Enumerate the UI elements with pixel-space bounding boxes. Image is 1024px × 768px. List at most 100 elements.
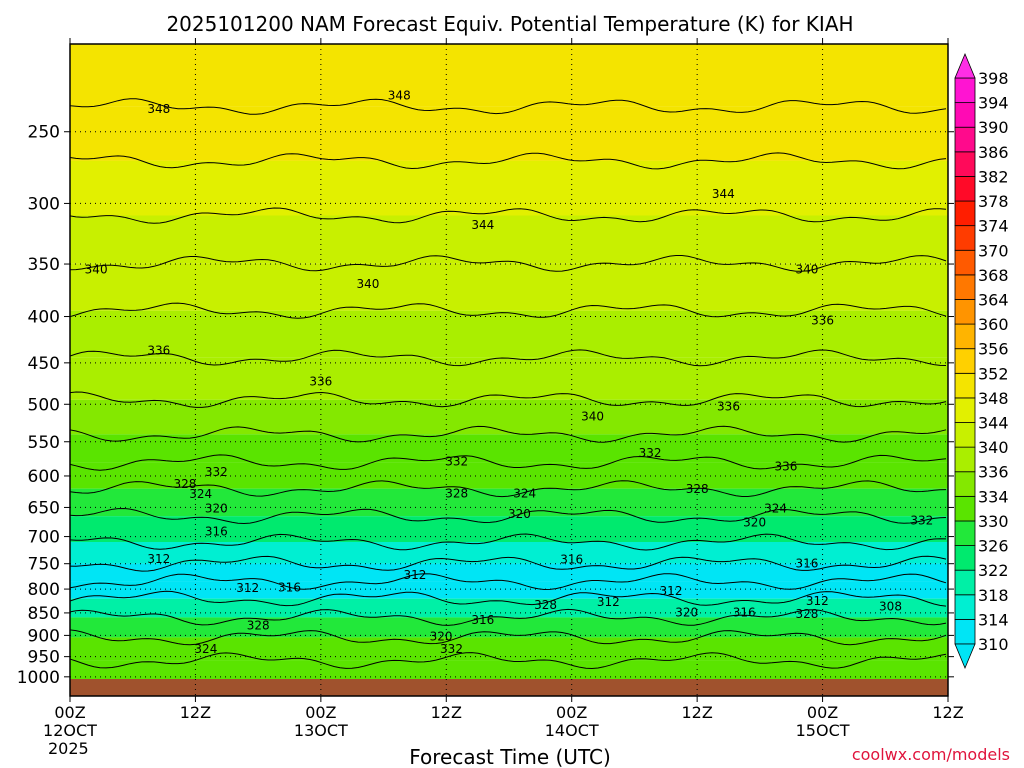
y-tick-label: 250 [28,123,60,143]
colorbar-segment [954,422,976,448]
theta-e-band [70,160,948,216]
colorbar-tick-label: 336 [978,463,1009,482]
contour-label: 336 [147,343,170,357]
y-tick-label: 450 [28,354,60,374]
contour-label: 324 [194,642,217,656]
contour-label: 324 [189,487,212,501]
contour-label: 328 [795,607,818,621]
colorbar-segment [954,520,976,546]
colorbar-segment [954,299,976,325]
colorbar-tick-label: 318 [978,586,1009,605]
chart-title: 2025101200 NAM Forecast Equiv. Potential… [166,12,853,36]
colorbar-tick-label: 390 [978,118,1009,137]
x-tick-date-label: 13OCT [294,721,348,740]
colorbar-segment [954,545,976,571]
colorbar-segment [954,618,976,645]
y-tick-label: 500 [28,395,60,415]
colorbar-segment [954,495,976,522]
contour-label: 336 [309,375,332,389]
theta-e-band [70,563,948,582]
theta-e-band [70,106,948,161]
colorbar-tick-label: 370 [978,241,1009,260]
contour-label: 324 [764,502,787,516]
x-tick-label: 00Z [807,703,838,722]
contour-line [70,255,947,272]
colorbar-tick-label: 360 [978,315,1009,334]
contour-label: 332 [205,465,228,479]
x-tick-label: 12Z [180,703,211,722]
contour-line [70,207,947,224]
colorbar-tick-label: 330 [978,512,1009,531]
contour-label: 316 [733,605,756,619]
colorbar-segment [954,249,976,276]
colorbar-segment [954,569,976,596]
colorbar-tick-label: 374 [978,217,1009,236]
contour-label: 340 [795,263,818,277]
y-tick-label: 850 [28,604,60,624]
contour-label: 332 [910,514,933,528]
colorbar-tick-label: 334 [978,487,1009,506]
colorbar-tick-label: 352 [978,364,1009,383]
contour-label: 332 [445,454,468,468]
x-tick-date-label: 12OCT [43,721,97,740]
colorbar-segment [954,372,976,399]
contour-label: 336 [775,460,798,474]
x-tick-label: 12Z [681,703,712,722]
contour-label: 340 [85,263,108,277]
colorbar: 310 314 318 322 326 330 334 336 340 344 348 352 356 3… [954,52,1009,670]
contour-label: 308 [879,599,902,613]
contour-label: 348 [147,102,170,116]
y-tick-label: 950 [28,648,60,668]
contour-line [70,302,947,319]
theta-e-band [70,399,948,435]
colorbar-segment [954,274,976,300]
contour-line [70,555,947,572]
contour-lines [70,98,947,670]
y-tick-label: 700 [28,528,60,548]
colorbar-max-arrow [954,52,976,79]
colorbar-tick-label: 344 [978,414,1009,433]
y-tick-label: 750 [28,555,60,575]
x-tick-label: 00Z [556,703,587,722]
colorbar-tick-label: 378 [978,192,1009,211]
colorbar-segment [954,594,976,620]
y-tick-label: 800 [28,580,60,600]
contour-label: 316 [471,613,494,627]
contour-label: 312 [660,584,683,598]
ground-strip [70,679,948,696]
colorbar-tick-label: 386 [978,143,1009,162]
contour-label: 348 [388,89,411,103]
colorbar-tick-label: 348 [978,389,1009,408]
gridlines [70,44,948,696]
x-tick-label: 12Z [932,703,963,722]
colorbar-tick-label: 382 [978,167,1009,186]
contour-label: 336 [811,313,834,327]
colorbar-tick-label: 310 [978,635,1009,654]
x-tick-label: 00Z [54,703,85,722]
colorbar-tick-label: 364 [978,290,1009,309]
contour-label: 312 [236,581,259,595]
x-tick-date-label: 14OCT [545,721,599,740]
contour-label: 340 [356,277,379,291]
contour-line [70,152,947,170]
contour-line [70,590,947,607]
theta-e-band [70,310,948,358]
credit-text: coolwx.com/models [852,745,1010,764]
contour-label: 312 [806,594,829,608]
contour-label: 336 [717,400,740,414]
contour-label: 328 [445,486,468,500]
contour-labels: 3483483443443403403403363363363403363323… [85,89,934,657]
contour-line [70,629,947,646]
contour-label: 320 [430,630,453,644]
y-tick-label: 550 [28,433,60,453]
contour-label: 344 [712,187,735,201]
plot-frame [69,43,949,697]
y-tick-label: 1000 [17,668,60,688]
contour-label: 324 [513,486,536,500]
contour-label: 316 [560,552,583,566]
colorbar-segment [954,348,976,374]
x-tick-date-label: 15OCT [796,721,850,740]
theta-e-band [70,215,948,264]
colorbar-segment [954,446,976,473]
